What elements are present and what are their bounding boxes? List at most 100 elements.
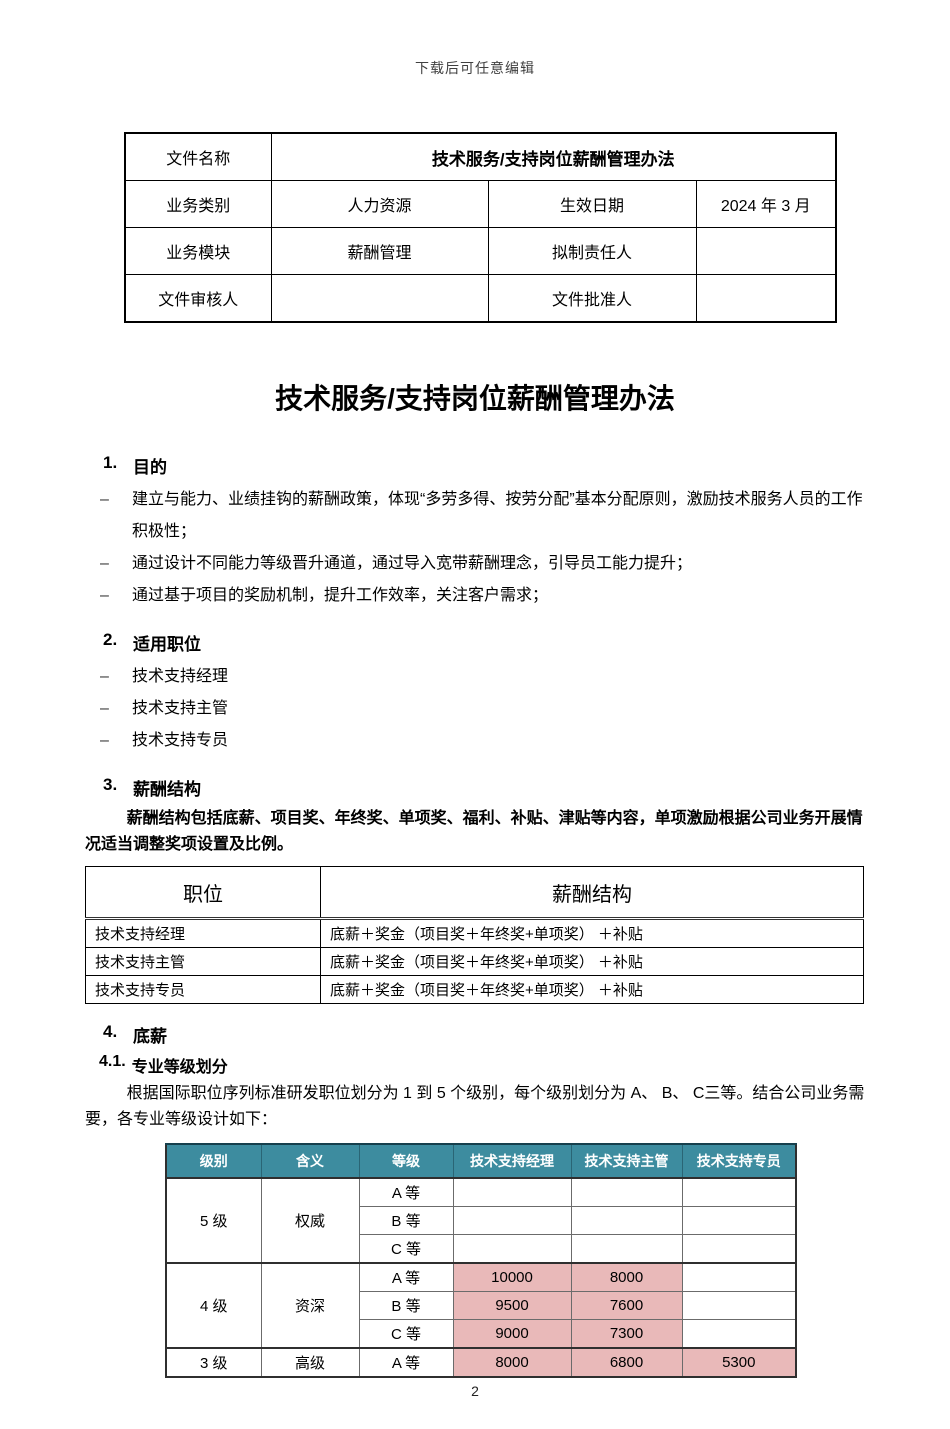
meaning-cell: 权威 — [260, 1177, 360, 1264]
column-header-position: 职位 — [85, 866, 321, 920]
list-bullet: – — [100, 587, 109, 604]
meta-value-effective-date: 2024 年 3 月 — [695, 180, 837, 228]
level-cell: 3 级 — [165, 1347, 262, 1378]
manager-salary-cell — [452, 1177, 572, 1207]
section-number: 2. — [103, 630, 118, 649]
column-header-supervisor: 技术支持主管 — [570, 1143, 683, 1179]
list-item-text: 技术支持经理 — [132, 668, 229, 685]
list-item-text: 通过基于项目的奖励机制，提升工作效率，关注客户需求； — [132, 587, 549, 604]
column-header-manager: 技术支持经理 — [452, 1143, 572, 1179]
table-header-row: 职位 薪酬结构 — [85, 866, 864, 920]
subsection-number: 4.1. — [99, 1053, 126, 1070]
page-number: 2 — [471, 1383, 479, 1399]
meta-value-business-category: 人力资源 — [270, 180, 489, 228]
manager-salary-cell: 9000 — [452, 1319, 572, 1349]
list-item-text: 通过设计不同能力等级晋升通道，通过导入宽带薪酬理念，引导员工能力提升； — [132, 555, 693, 572]
list-bullet: – — [100, 700, 109, 717]
meaning-cell: 高级 — [260, 1347, 360, 1378]
table-row: 业务类别 人力资源 生效日期 2024 年 3 月 — [124, 180, 837, 228]
list-item: – 技术支持主管 — [100, 693, 865, 725]
professional-grade-table: 级别 含义 等级 技术支持经理 技术支持主管 技术支持专员 5 级 权威 A 等 — [165, 1143, 797, 1378]
meta-value-drafter — [695, 227, 837, 275]
table-row: 文件名称 技术服务/支持岗位薪酬管理办法 — [124, 132, 837, 181]
grade-cell: A 等 — [358, 1347, 454, 1378]
meta-label-approver: 文件批准人 — [487, 274, 697, 323]
manager-salary-cell: 8000 — [452, 1347, 572, 1378]
subsection-heading-text: 专业等级划分 — [131, 1059, 228, 1076]
section-heading: 1. 目的 — [103, 453, 865, 478]
grade-cell: B 等 — [358, 1291, 454, 1320]
table-row: 3 级 高级 A 等 8000 6800 5300 — [165, 1347, 797, 1378]
section-heading-text: 薪酬结构 — [133, 780, 201, 799]
position-cell: 技术支持专员 — [85, 975, 321, 1004]
specialist-salary-cell — [681, 1234, 797, 1264]
list-bullet: – — [100, 491, 109, 508]
table-row: 5 级 权威 A 等 — [165, 1177, 797, 1264]
page-title: 技术服务/支持岗位薪酬管理办法 — [275, 383, 675, 414]
supervisor-salary-cell: 8000 — [570, 1262, 683, 1292]
meta-label-drafter: 拟制责任人 — [487, 227, 697, 275]
section-purpose: 1. 目的 – 建立与能力、业绩挂钩的薪酬政策，体现“多劳多得、按劳分配”基本分… — [85, 453, 865, 612]
salary-structure-paragraph: 薪酬结构包括底薪、项目奖、年终奖、单项奖、福利、补贴、津贴等内容，单项激励根据公… — [85, 810, 863, 853]
grade-cell: B 等 — [358, 1206, 454, 1235]
column-header-specialist: 技术支持专员 — [681, 1143, 797, 1179]
level-cell: 5 级 — [165, 1177, 262, 1264]
manager-salary-cell — [452, 1206, 572, 1235]
list-item-text: 技术支持专员 — [132, 732, 229, 749]
structure-cell: 底薪＋奖金（项目奖＋年终奖+单项奖） ＋补贴 — [320, 975, 864, 1004]
table-row: B 等 9500 7600 — [166, 1291, 797, 1320]
section-number: 4. — [103, 1022, 118, 1041]
file-info-table: 文件名称 技术服务/支持岗位薪酬管理办法 业务类别 人力资源 生效日期 2024… — [124, 132, 838, 323]
list-item-text: 建立与能力、业绩挂钩的薪酬政策，体现“多劳多得、按劳分配”基本分配原则，激励技术… — [132, 491, 863, 540]
table-row: C 等 — [166, 1234, 797, 1264]
section-heading-text: 目的 — [133, 458, 167, 477]
supervisor-salary-cell: 7600 — [570, 1291, 683, 1320]
list-item: – 技术支持专员 — [100, 725, 865, 757]
table-header-row: 级别 含义 等级 技术支持经理 技术支持主管 技术支持专员 — [165, 1143, 797, 1179]
structure-cell: 底薪＋奖金（项目奖＋年终奖+单项奖） ＋补贴 — [320, 918, 864, 948]
column-header-meaning: 含义 — [260, 1143, 360, 1179]
manager-salary-cell — [452, 1234, 572, 1264]
meta-label-effective-date: 生效日期 — [487, 180, 697, 228]
grade-cell: C 等 — [358, 1234, 454, 1264]
position-cell: 技术支持主管 — [85, 947, 321, 976]
subsection-heading: 4.1. 专业等级划分 — [99, 1053, 865, 1077]
grade-cell: A 等 — [358, 1262, 454, 1292]
section-heading-text: 适用职位 — [133, 635, 201, 654]
section-applicable-positions: 2. 适用职位 – 技术支持经理 – 技术支持主管 – 技术支持专员 — [85, 630, 865, 757]
column-header-grade: 等级 — [358, 1143, 454, 1179]
meta-label-business-category: 业务类别 — [124, 180, 272, 228]
table-row: 文件审核人 文件批准人 — [124, 274, 837, 323]
table-row: 业务模块 薪酬管理 拟制责任人 — [124, 227, 837, 275]
section-heading-text: 底薪 — [133, 1027, 167, 1046]
table-row: 技术支持专员 底薪＋奖金（项目奖＋年终奖+单项奖） ＋补贴 — [85, 975, 864, 1004]
list-bullet: – — [100, 732, 109, 749]
specialist-salary-cell — [681, 1177, 797, 1207]
specialist-salary-cell — [681, 1206, 797, 1235]
supervisor-salary-cell — [570, 1206, 683, 1235]
section-number: 3. — [103, 775, 118, 794]
supervisor-salary-cell: 6800 — [570, 1347, 683, 1378]
section-heading: 4. 底薪 — [103, 1022, 865, 1047]
table-row: 4 级 资深 A 等 10000 8000 — [165, 1262, 797, 1349]
section-base-salary: 4. 底薪 4.1. 专业等级划分 根据国际职位序列标准研发职位划分为 1 到 … — [85, 1022, 865, 1378]
salary-structure-table: 职位 薪酬结构 技术支持经理 底薪＋奖金（项目奖＋年终奖+单项奖） ＋补贴 技术… — [85, 866, 864, 1004]
column-header-structure: 薪酬结构 — [320, 866, 864, 920]
supervisor-salary-cell — [570, 1177, 683, 1207]
list-item: – 通过设计不同能力等级晋升通道，通过导入宽带薪酬理念，引导员工能力提升； — [100, 548, 865, 580]
manager-salary-cell: 9500 — [452, 1291, 572, 1320]
structure-cell: 底薪＋奖金（项目奖＋年终奖+单项奖） ＋补贴 — [320, 947, 864, 976]
table-row: 技术支持经理 底薪＋奖金（项目奖＋年终奖+单项奖） ＋补贴 — [85, 918, 864, 948]
meaning-cell: 资深 — [260, 1262, 360, 1349]
supervisor-salary-cell — [570, 1234, 683, 1264]
meta-label-reviewer: 文件审核人 — [124, 274, 272, 323]
list-bullet: – — [100, 555, 109, 572]
table-row: B 等 — [166, 1206, 797, 1235]
meta-value-document-title: 技术服务/支持岗位薪酬管理办法 — [270, 132, 837, 181]
list-item: – 通过基于项目的奖励机制，提升工作效率，关注客户需求； — [100, 580, 865, 612]
meta-label-business-module: 业务模块 — [124, 227, 272, 275]
list-item-text: 技术支持主管 — [132, 700, 229, 717]
meta-label-file-name: 文件名称 — [124, 132, 272, 181]
section-heading: 3. 薪酬结构 — [103, 775, 865, 800]
